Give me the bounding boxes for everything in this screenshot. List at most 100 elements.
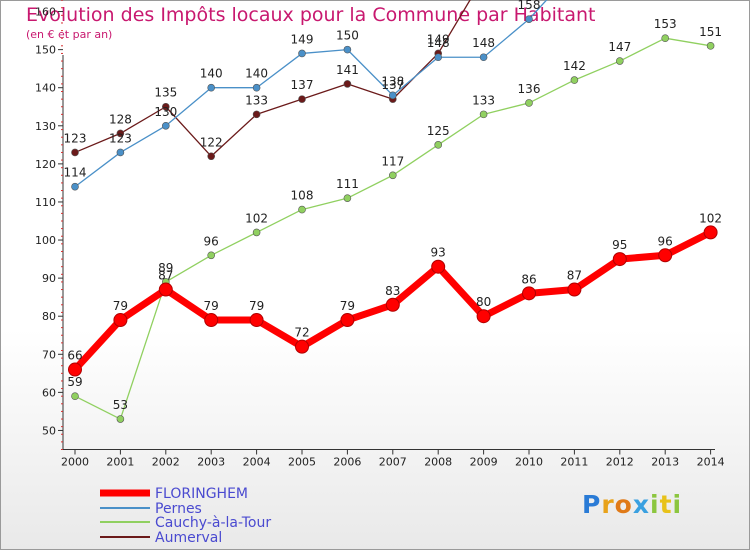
data-label: 148 <box>427 36 450 50</box>
data-point <box>298 49 306 58</box>
data-point <box>162 121 170 130</box>
x-tick-label: 2012 <box>606 456 634 469</box>
data-label: 83 <box>385 284 400 298</box>
y-tick-label: 80 <box>42 310 56 323</box>
y-tick-label: 70 <box>42 348 56 361</box>
data-label: 117 <box>381 154 404 168</box>
y-tick-label: 150 <box>35 44 56 57</box>
data-point <box>522 286 536 301</box>
data-point <box>434 53 443 62</box>
data-point <box>207 83 215 92</box>
data-label: 133 <box>245 93 268 107</box>
y-tick-label: 100 <box>35 234 56 247</box>
logo-letter: x <box>632 490 650 519</box>
y-tick-label: 110 <box>35 196 56 209</box>
data-label: 130 <box>154 105 177 119</box>
data-label: 147 <box>608 40 631 54</box>
data-label: 128 <box>109 112 132 126</box>
data-label: 153 <box>654 17 677 31</box>
data-label: 123 <box>64 131 87 145</box>
data-label: 72 <box>294 326 309 340</box>
data-label: 149 <box>427 32 450 46</box>
x-tick-label: 2013 <box>651 456 679 469</box>
data-point <box>385 297 400 312</box>
data-point <box>204 313 219 328</box>
data-point <box>71 392 79 400</box>
data-label: 141 <box>336 63 359 77</box>
data-label: 79 <box>249 299 264 313</box>
data-point <box>207 251 215 260</box>
x-tick-label: 2009 <box>470 456 498 469</box>
data-label: 79 <box>340 299 355 313</box>
chart-subtitle: (en € et par an) <box>26 28 113 41</box>
y-tick-label: 60 <box>42 386 56 399</box>
logo-letter: r <box>601 490 615 519</box>
data-label: 87 <box>158 269 173 283</box>
y-tick-label: 130 <box>35 120 56 133</box>
data-point <box>252 110 261 119</box>
x-tick-label: 2002 <box>152 456 180 469</box>
chart-title: Evolution des Impôts locaux pour la Comm… <box>26 4 596 26</box>
data-point <box>476 309 491 324</box>
data-point <box>340 313 355 328</box>
data-point <box>567 282 582 297</box>
data-point <box>116 129 125 138</box>
data-label: 140 <box>245 67 268 81</box>
y-tick-label: 140 <box>35 82 56 95</box>
data-label: 136 <box>518 82 541 96</box>
data-label: 102 <box>245 211 268 225</box>
logo-letter: i <box>672 490 683 519</box>
data-point <box>162 102 170 111</box>
data-label: 66 <box>67 349 82 363</box>
data-label: 96 <box>658 234 673 248</box>
legend-label: Aumerval <box>155 530 222 546</box>
data-label: 138 <box>381 74 404 88</box>
data-point <box>343 194 352 202</box>
data-point <box>252 228 261 237</box>
data-point <box>116 415 125 423</box>
data-point <box>661 34 670 42</box>
data-label: 149 <box>291 32 314 46</box>
logo-letter: o <box>614 490 633 519</box>
legend-label: Cauchy-à-la-Tour <box>155 515 271 531</box>
data-point <box>615 57 624 65</box>
data-point <box>249 313 264 328</box>
data-point <box>706 42 715 50</box>
legend-label: Pernes <box>155 501 202 517</box>
data-point <box>71 182 79 191</box>
proxiti-logo: Proxiti <box>582 490 682 519</box>
y-tick-label: 90 <box>42 272 56 285</box>
x-tick-label: 2006 <box>333 456 361 469</box>
data-point <box>158 282 173 297</box>
data-point <box>388 171 397 180</box>
data-point <box>295 339 309 354</box>
x-tick-label: 2007 <box>379 456 407 469</box>
data-point <box>298 205 306 214</box>
data-point <box>298 95 306 103</box>
x-tick-label: 2001 <box>106 456 134 469</box>
data-point <box>343 45 352 54</box>
data-point <box>703 225 718 240</box>
logo-letter: P <box>582 490 602 519</box>
data-label: 137 <box>291 78 314 92</box>
data-label: 111 <box>336 177 359 191</box>
data-label: 114 <box>64 166 87 180</box>
data-point <box>525 15 533 23</box>
data-point <box>252 83 261 92</box>
data-label: 123 <box>109 131 132 145</box>
data-label: 135 <box>154 86 177 100</box>
data-point <box>434 141 443 149</box>
data-label: 137 <box>381 78 404 92</box>
data-point <box>612 252 627 267</box>
x-tick-label: 2011 <box>560 456 588 469</box>
data-label: 86 <box>521 272 536 286</box>
data-point <box>68 362 82 377</box>
data-point <box>479 110 488 119</box>
data-label: 59 <box>67 375 82 389</box>
x-tick-label: 2004 <box>243 456 271 469</box>
data-point <box>431 259 446 274</box>
data-point <box>207 152 215 161</box>
data-label: 53 <box>113 398 128 412</box>
